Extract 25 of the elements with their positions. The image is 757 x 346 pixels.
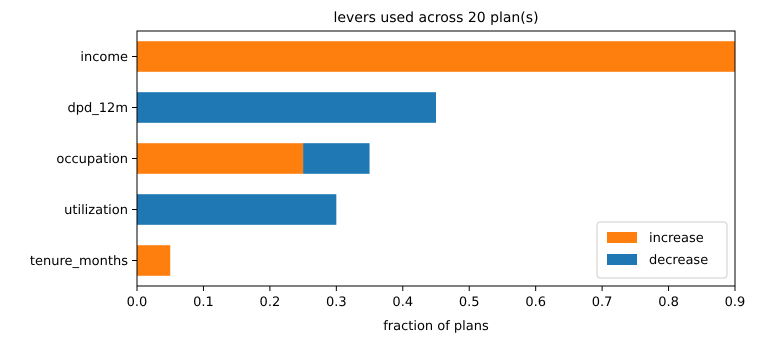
x-tick-label: 0.0 [126,295,148,310]
x-tick-label: 0.5 [458,295,480,310]
bar [137,41,735,72]
y-tick-label: tenure_months [30,254,128,270]
x-tick-label: 0.8 [658,295,679,310]
y-tick-label: dpd_12m [68,101,128,116]
x-tick-label: 0.2 [260,295,280,310]
x-tick-label: 0.7 [592,295,612,310]
x-tick-label: 0.4 [392,295,414,310]
bar [137,194,336,225]
legend-label: decrease [649,253,708,268]
bar [137,92,436,123]
bar [137,143,304,174]
x-tick-label: 0.9 [724,295,746,310]
chart-title: levers used across 20 plan(s) [333,10,539,26]
y-tick-label: occupation [56,152,128,168]
y-tick-label: utilization [64,203,128,218]
bar [303,143,370,174]
x-tick-label: 0.3 [326,295,347,310]
x-tick-label: 0.6 [525,295,546,310]
y-tick-label: income [80,50,128,66]
x-tick-label: 0.1 [193,295,214,310]
x-axis-title: fraction of plans [383,319,490,334]
bar [137,245,170,276]
legend-label: increase [649,231,704,246]
